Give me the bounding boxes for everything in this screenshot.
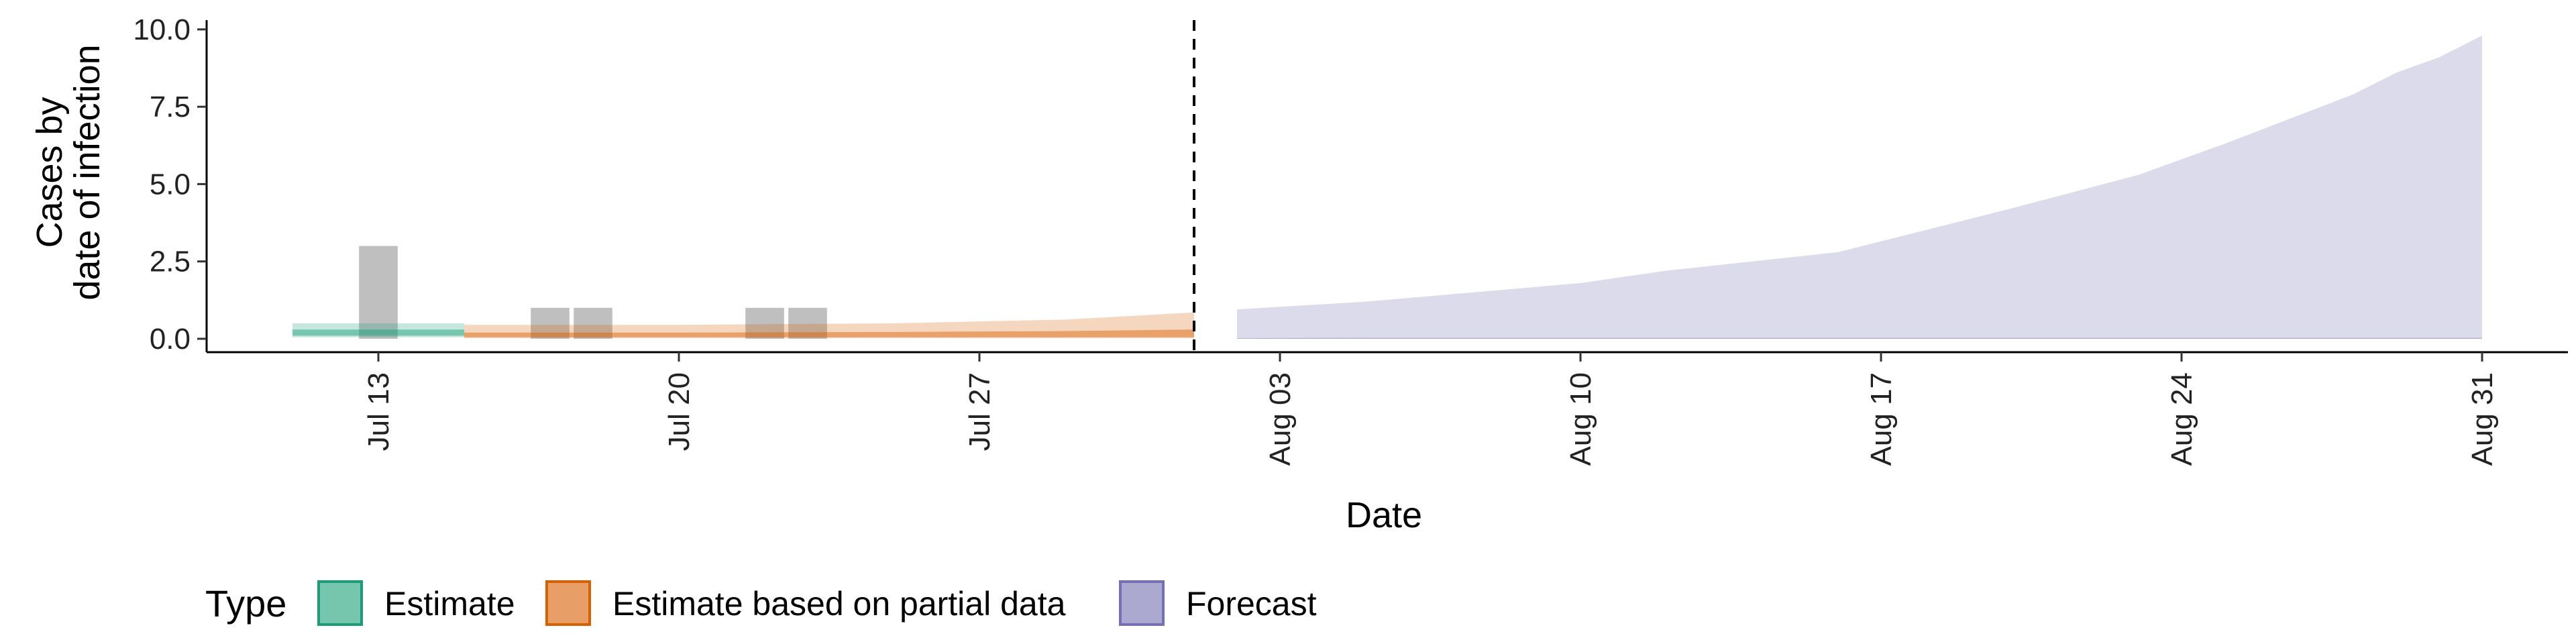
- x-tick-label: Jul 27: [963, 372, 996, 451]
- y-tick-label: 10.0: [133, 13, 191, 46]
- y-tick-label: 7.5: [150, 91, 191, 123]
- forecast-outer-band: [1237, 36, 2482, 339]
- legend-title: Type: [205, 582, 286, 625]
- x-axis-ticks: Jul 13 Jul 20 Jul 27 Aug 03 Aug 10 Aug 17 Aug …: [362, 352, 2499, 466]
- estimate-inner-band: [292, 329, 464, 336]
- x-tick-label: Aug 03: [1264, 372, 1297, 466]
- estimate-outer-band: [292, 323, 464, 337]
- estimate-based-on-partial-data-inner-band: [464, 329, 1194, 337]
- y-axis-ticks: 0.0 2.5 5.0 7.5 10.0: [133, 13, 207, 356]
- y-tick-label: 5.0: [150, 168, 191, 201]
- x-tick-label: Aug 17: [1865, 372, 1898, 466]
- legend-swatch: [1119, 580, 1165, 626]
- observed-case-bar: [574, 307, 612, 339]
- plot-area: [292, 20, 2482, 352]
- x-axis-title: Date: [1346, 495, 1422, 535]
- legend: Type Estimate Estimate based on partial d…: [205, 580, 1317, 626]
- legend-label: Estimate: [384, 585, 515, 623]
- observed-case-bar: [745, 307, 784, 339]
- observed-case-bar: [359, 246, 398, 339]
- legend-swatch: [317, 580, 363, 626]
- legend-swatch: [545, 580, 591, 626]
- legend-entries: Estimate Estimate based on partial data Fo…: [317, 580, 1317, 626]
- x-tick-label: Aug 31: [2466, 372, 2499, 466]
- legend-label: Estimate based on partial data: [612, 585, 1066, 623]
- y-tick-label: 2.5: [150, 246, 191, 278]
- observed-case-bar: [788, 307, 827, 339]
- observed-cases-bars: [359, 246, 827, 339]
- x-tick-label: Aug 24: [2165, 372, 2198, 466]
- y-axis-title-line-2: date of infection: [67, 44, 107, 300]
- x-tick-label: Jul 20: [663, 372, 696, 451]
- x-tick-label: Jul 13: [362, 372, 395, 451]
- y-tick-label: 0.0: [150, 323, 191, 356]
- legend-label: Forecast: [1186, 585, 1317, 623]
- y-axis-title-line-1: Cases by: [30, 97, 70, 248]
- estimate-bands: [292, 36, 2482, 339]
- x-tick-label: Aug 10: [1564, 372, 1597, 466]
- observed-case-bar: [531, 307, 570, 339]
- forecast-inner-band: [1237, 337, 2482, 339]
- estimate-based-on-partial-data-outer-band: [464, 312, 1194, 339]
